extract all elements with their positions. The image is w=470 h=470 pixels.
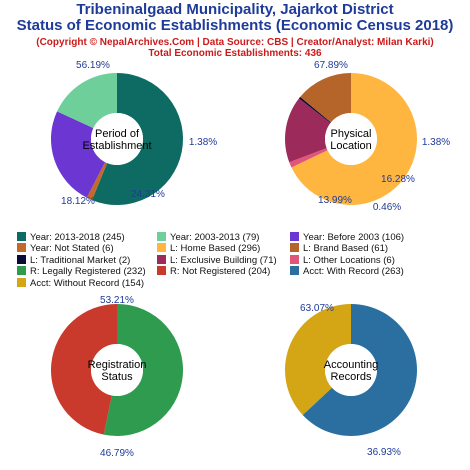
registration-status-slice	[103, 303, 184, 436]
chart-title-line1: Tribeninalgaad Municipality, Jajarkot Di…	[76, 1, 394, 18]
accounting-records-slice	[285, 304, 351, 415]
legend-row: Year: 2013-2018 (245) Year: 2003-2013 (79…	[17, 232, 467, 244]
legend-swatch	[157, 243, 166, 253]
legend-label: L: Other Locations (6)	[303, 254, 395, 266]
legend-label: L: Home Based (296)	[170, 243, 261, 255]
legend-row: L: Traditional Market (2) L: Exclusive Bu…	[17, 254, 467, 267]
legend-swatch	[157, 266, 166, 276]
legend-item: L: Traditional Market (2)	[17, 254, 131, 267]
legend-label: Acct: Without Record (154)	[30, 277, 145, 289]
legend-row: Year: Not Stated (6) L: Home Based (296) L…	[17, 243, 467, 255]
period-of-establishment-slice	[51, 111, 106, 198]
physical-location-slice	[285, 98, 331, 163]
legend-row: Acct: Without Record (154)	[17, 277, 467, 290]
legend-item: L: Exclusive Building (71)	[157, 254, 277, 267]
legend-swatch	[17, 254, 26, 264]
legend-swatch	[290, 266, 299, 276]
period-of-establishment-center	[91, 113, 143, 165]
legend-label: R: Not Registered (204)	[170, 266, 271, 278]
period-of-establishment-percent-label: 56.19%	[76, 60, 110, 71]
legend-label: R: Legally Registered (232)	[30, 266, 146, 278]
legend-swatch	[17, 232, 26, 241]
accounting-records-percent-label: 36.93%	[367, 447, 401, 458]
legend-item: Year: 2003-2013 (79)	[157, 232, 259, 244]
legend-swatch	[157, 254, 166, 264]
registration-status-center-label: Registration	[88, 359, 147, 371]
physical-location-percent-label: 16.28%	[381, 174, 415, 185]
legend-swatch	[290, 254, 299, 264]
total-establishments-text: Total Economic Establishments: 436	[148, 48, 322, 59]
legend-item: L: Brand Based (61)	[290, 243, 388, 255]
registration-status-center	[91, 344, 143, 396]
registration-status-center-label: Status	[101, 371, 133, 383]
physical-location-slice	[291, 73, 417, 206]
legend-label: Acct: With Record (263)	[303, 266, 404, 278]
legend-label: Year: 2003-2013 (79)	[170, 232, 260, 243]
legend-item: Acct: Without Record (154)	[17, 277, 145, 290]
physical-location-percent-label: 13.99%	[318, 195, 352, 206]
legend-item: R: Legally Registered (232)	[17, 266, 146, 278]
chart-title-line2: Status of Economic Establishments (Econo…	[16, 17, 454, 34]
legend-swatch	[17, 243, 26, 253]
accounting-records-center	[325, 344, 377, 396]
physical-location-percent-label: 0.46%	[373, 202, 401, 213]
legend-swatch	[290, 232, 299, 241]
physical-location-percent-label: 1.38%	[422, 137, 450, 148]
legend-label: Year: Not Stated (6)	[30, 243, 114, 255]
physical-location-center	[325, 113, 377, 165]
legend-item: Year: Not Stated (6)	[17, 243, 114, 255]
period-of-establishment-slice	[57, 73, 117, 129]
legend-item: L: Home Based (296)	[157, 243, 260, 255]
legend-item: R: Not Registered (204)	[157, 266, 270, 278]
accounting-records-percent-label: 63.07%	[300, 303, 334, 314]
period-of-establishment-slice	[86, 162, 108, 201]
physical-location-slice	[300, 73, 351, 123]
period-of-establishment-percent-label: 1.38%	[189, 137, 217, 148]
legend-label: L: Traditional Market (2)	[30, 254, 131, 266]
legend-label: Year: Before 2003 (106)	[303, 232, 405, 243]
copyright-text: (Copyright © NepalArchives.Com | Data So…	[36, 37, 434, 48]
legend-label: L: Exclusive Building (71)	[170, 254, 277, 266]
legend-label: Year: 2013-2018 (245)	[30, 232, 125, 243]
legend-label: L: Brand Based (61)	[303, 243, 389, 255]
legend-swatch	[157, 232, 166, 241]
accounting-records-slice	[302, 304, 418, 436]
accounting-records-center-label: Records	[331, 371, 372, 383]
registration-status-percent-label: 53.21%	[100, 295, 134, 306]
legend-item: L: Other Locations (6)	[290, 254, 395, 267]
accounting-records-center-label: Accounting	[324, 359, 378, 371]
legend-item: Year: Before 2003 (106)	[290, 232, 404, 244]
physical-location-center-label: Physical	[331, 128, 372, 140]
physical-location-center-label: Location	[330, 140, 372, 152]
registration-status-slice	[51, 304, 117, 435]
period-of-establishment-slice	[91, 73, 183, 205]
registration-status-percent-label: 46.79%	[100, 448, 134, 459]
legend-swatch	[17, 266, 26, 276]
period-of-establishment-center-label: Establishment	[82, 140, 151, 152]
physical-location-slice	[289, 148, 328, 168]
physical-location-slice	[298, 96, 331, 123]
legend-item: Acct: With Record (263)	[290, 266, 404, 278]
legend-swatch	[290, 243, 299, 253]
period-of-establishment-center-label: Period of	[95, 128, 140, 140]
legend-item: Year: 2013-2018 (245)	[17, 232, 125, 244]
period-of-establishment-percent-label: 18.12%	[61, 196, 95, 207]
physical-location-percent-label: 67.89%	[314, 60, 348, 71]
period-of-establishment-percent-label: 24.31%	[131, 189, 165, 200]
legend-row: R: Legally Registered (232) R: Not Regist…	[17, 266, 467, 278]
legend-swatch	[17, 277, 26, 287]
